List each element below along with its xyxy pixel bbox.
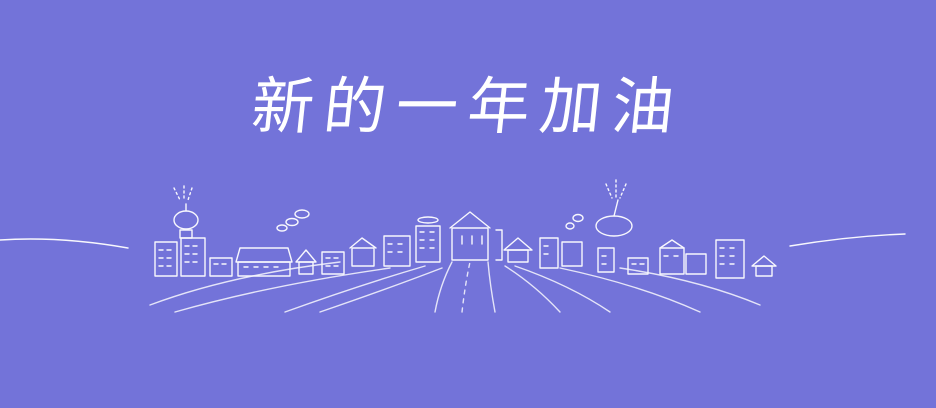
building-left-1 xyxy=(155,238,205,276)
building-right-tall xyxy=(716,240,744,278)
right-horizon-line xyxy=(790,234,905,246)
small-house-left xyxy=(350,238,376,266)
cone-house-left xyxy=(296,250,316,274)
building-center-right xyxy=(540,215,583,269)
satellite-dish-right-icon xyxy=(596,180,632,272)
house-right-pointed xyxy=(660,240,706,274)
satellite-dish-left-icon xyxy=(174,186,198,238)
cone-house-right xyxy=(752,256,776,276)
building-center-tower xyxy=(450,212,502,260)
roads xyxy=(150,262,760,312)
building-center xyxy=(416,217,440,262)
cone-house-center xyxy=(504,238,532,262)
building-center-left xyxy=(384,236,410,266)
long-house-left xyxy=(236,210,309,276)
left-horizon-line xyxy=(0,239,128,248)
building-left-2 xyxy=(210,258,232,276)
